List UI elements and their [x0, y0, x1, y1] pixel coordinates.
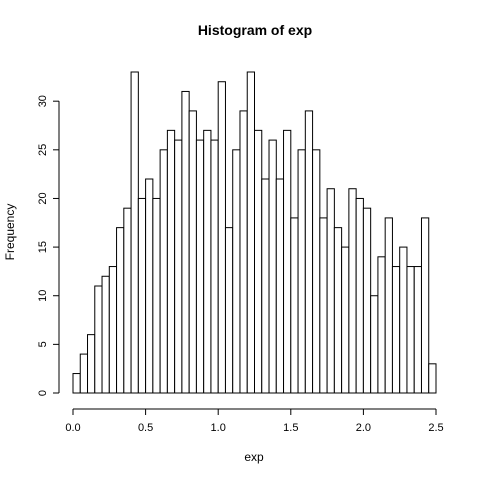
histogram-bar	[195, 139, 205, 394]
histogram-bar	[261, 178, 270, 394]
histogram-bar	[130, 71, 139, 394]
x-axis: 0.0 0.5 1.0 1.5 2.0 2.5	[65, 408, 444, 434]
histogram-bar	[283, 129, 292, 394]
histogram-bar	[370, 295, 379, 394]
histogram-bar	[406, 266, 415, 394]
histogram-bar	[413, 266, 422, 394]
histogram-bar	[116, 227, 125, 394]
histogram-bar	[297, 149, 306, 394]
histogram-bar	[232, 149, 241, 394]
x-tick-label: 2.0	[356, 422, 371, 434]
histogram-bar	[123, 207, 132, 394]
histogram-bar	[254, 129, 263, 394]
histogram-bar	[203, 129, 212, 394]
histogram-bar	[428, 363, 437, 394]
histogram-bar	[326, 188, 335, 394]
histogram-bar	[181, 90, 190, 394]
histogram-bar	[72, 373, 81, 394]
y-axis-label: Frequency	[3, 204, 17, 261]
y-tick-label: 20	[37, 192, 49, 204]
histogram-bar	[312, 149, 321, 394]
histogram-bar	[391, 266, 401, 394]
histogram-bar	[145, 178, 154, 394]
histogram-bar	[319, 217, 328, 394]
histogram-bar	[355, 197, 364, 394]
histogram-bar	[79, 353, 89, 394]
x-tick-label: 0.0	[65, 422, 80, 434]
y-tick-label: 5	[37, 341, 49, 347]
histogram-bar	[166, 129, 176, 394]
histogram-bar	[210, 139, 219, 394]
x-tick-label: 2.5	[428, 422, 443, 434]
histogram-bar	[399, 246, 408, 394]
y-axis: 0 5 10 15 20 25 30	[37, 95, 60, 396]
histogram-bar	[224, 227, 234, 394]
histogram-bar	[377, 256, 386, 394]
x-axis-label: exp	[244, 450, 264, 464]
x-tick-label: 1.5	[283, 422, 298, 434]
histogram-bar	[159, 149, 168, 394]
histogram-bar	[188, 110, 197, 394]
y-tick-label: 15	[37, 241, 49, 253]
histogram-bar	[246, 71, 256, 394]
histogram-bar	[174, 139, 183, 394]
histogram-bar	[101, 275, 110, 394]
x-tick-label: 0.5	[138, 422, 153, 434]
y-tick-label: 30	[37, 95, 49, 107]
histogram-bar	[239, 110, 248, 394]
histogram-bar	[290, 217, 299, 394]
histogram-bar	[341, 246, 350, 394]
y-tick-label: 0	[37, 390, 49, 396]
histogram-bar	[362, 207, 372, 394]
histogram-bar	[137, 197, 147, 394]
histogram-bar	[152, 197, 161, 394]
histogram-bar	[108, 266, 118, 394]
y-tick-label: 25	[37, 144, 49, 156]
histogram-bar	[94, 285, 103, 394]
histogram-bar	[217, 81, 226, 394]
histogram-bar	[348, 188, 357, 394]
histogram-bar	[87, 334, 96, 394]
histogram-bar	[333, 227, 343, 394]
x-tick-label: 1.0	[211, 422, 226, 434]
histogram-bar	[384, 217, 393, 394]
chart-title: Histogram of exp	[198, 22, 312, 38]
histogram-bar	[304, 110, 314, 394]
histogram-bar	[268, 139, 277, 394]
histogram-bar	[275, 178, 285, 394]
histogram-bar	[420, 217, 430, 394]
y-tick-label: 10	[37, 290, 49, 302]
bars-group	[72, 71, 437, 394]
